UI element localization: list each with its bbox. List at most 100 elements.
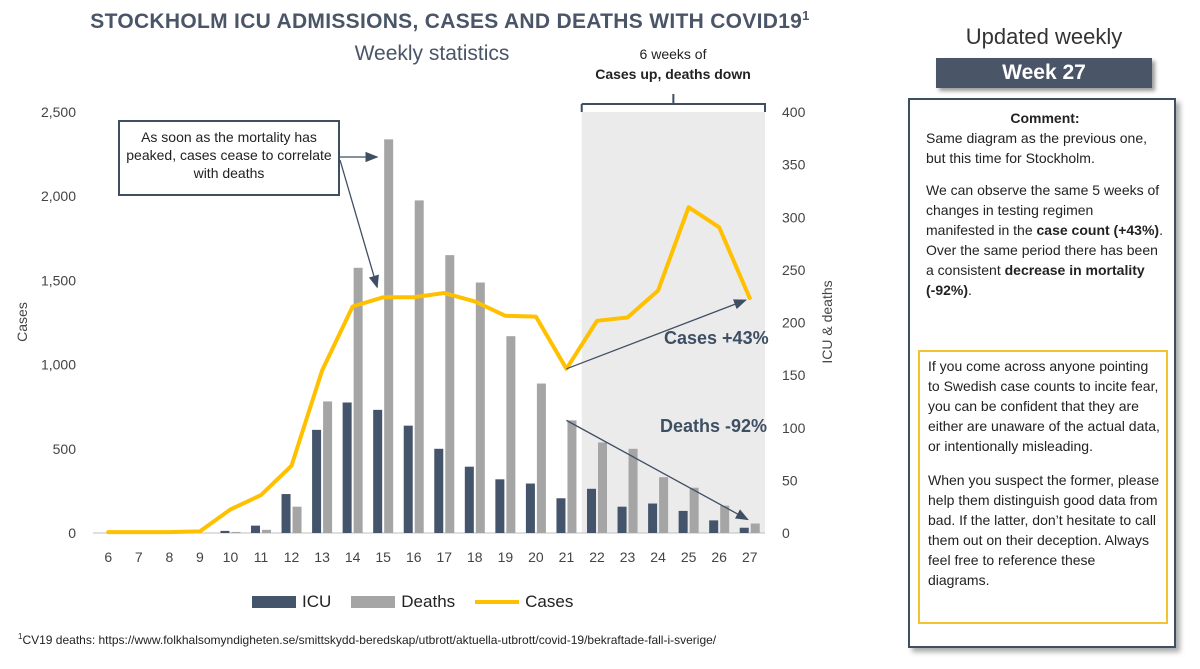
cases-line	[106, 205, 752, 535]
legend-swatch-icu	[252, 596, 296, 608]
x-tick-label: 14	[345, 549, 361, 565]
legend-label-deaths: Deaths	[401, 592, 456, 611]
warning-paragraph-1: If you come across anyone pointing to Sw…	[928, 358, 1160, 454]
deaths-bar	[231, 531, 241, 533]
deaths-bar	[414, 200, 424, 533]
warning-box: If you come across anyone pointing to Sw…	[918, 350, 1168, 624]
icu-bar	[648, 503, 658, 533]
deaths-bar	[262, 529, 271, 533]
legend-swatch-cases	[475, 600, 520, 604]
source-footnote: 1CV19 deaths: https://www.folkhalsomyndi…	[18, 632, 716, 647]
legend-item-cases: Cases	[475, 592, 573, 612]
y-left-tick-label: 500	[53, 441, 77, 457]
y-right-tick-label: 150	[782, 367, 806, 383]
shaded-period-bracket	[580, 94, 766, 112]
deaths-bar	[384, 139, 394, 534]
icu-bar	[342, 402, 352, 533]
x-tick-label: 23	[620, 549, 636, 565]
y-right-axis-title: ICU & deaths	[819, 280, 835, 363]
x-tick-label: 6	[104, 549, 112, 565]
icu-bar	[556, 498, 566, 533]
comment-p2-mortality: decrease in mortality (-92%)	[926, 262, 1145, 298]
icu-bar	[617, 506, 627, 533]
deaths-bar	[628, 448, 638, 533]
icu-bar	[678, 510, 688, 533]
y-left-tick-label: 1,500	[41, 272, 76, 288]
y-right-tick-label: 350	[782, 157, 806, 173]
title-footnote-marker: 1	[802, 8, 810, 23]
chart-title-text: STOCKHOLM ICU ADMISSIONS, CASES AND DEAT…	[90, 10, 803, 33]
deaths-bar	[536, 383, 546, 533]
updated-weekly-label: Updated weekly	[965, 24, 1123, 49]
shaded-region	[581, 112, 765, 533]
icu-bar	[464, 466, 474, 533]
comment-heading: Comment:	[1010, 110, 1080, 126]
y-right-tick-label: 200	[782, 315, 806, 331]
icu-bar	[525, 483, 535, 533]
deaths-bar	[445, 255, 455, 533]
deaths-trend-arrow	[566, 419, 749, 521]
icu-bar	[403, 425, 413, 533]
legend-swatch-deaths	[351, 596, 396, 608]
icu-bar	[739, 527, 749, 533]
deaths-bar	[506, 336, 516, 533]
y-left-axis-title: Cases	[14, 302, 30, 342]
y-left-tick-label: 1,000	[41, 357, 76, 373]
icu-bar	[251, 525, 260, 533]
comment-paragraph-1: Same diagram as the previous one, but th…	[926, 130, 1148, 166]
y-right-tick-label: 300	[782, 209, 806, 225]
deaths-bar	[292, 506, 302, 533]
y-right-tick-label: 250	[782, 262, 806, 278]
x-tick-label: 16	[406, 549, 422, 565]
x-tick-label: 26	[711, 549, 727, 565]
x-tick-label: 21	[559, 549, 575, 565]
icu-bar	[587, 488, 596, 533]
shaded-period-line2: Cases up, deaths down	[595, 66, 751, 82]
week-badge: Week 27	[936, 58, 1152, 88]
deaths-bar	[567, 420, 577, 533]
x-tick-label: 18	[467, 549, 483, 565]
icu-bar	[373, 409, 383, 533]
legend-label-icu: ICU	[302, 592, 332, 611]
legend-item-icu: ICU	[252, 592, 331, 612]
shaded-period-label: 6 weeks of Cases up, deaths down	[568, 44, 778, 84]
x-tick-label: 11	[254, 549, 269, 565]
deaths-bar	[689, 487, 699, 533]
icu-bar	[709, 520, 719, 533]
comment-panel: Comment: Same diagram as the previous on…	[908, 98, 1176, 648]
x-tick-label: 13	[314, 549, 330, 565]
x-tick-label: 8	[165, 549, 173, 565]
warning-paragraph-2: When you suspect the former, please help…	[928, 472, 1160, 588]
y-right-tick-label: 0	[782, 525, 790, 541]
icu-bar	[495, 479, 505, 533]
y-left-tick-label: 0	[68, 525, 76, 541]
x-tick-label: 12	[284, 549, 300, 565]
x-tick-label: 7	[135, 549, 143, 565]
y-right-tick-label: 100	[782, 420, 806, 436]
comment-p2-part-a: We can observe the same 5 weeks of chang…	[926, 182, 1160, 238]
x-tick-label: 19	[498, 549, 514, 565]
comment-p2-part-c: . Over the same period there has been a …	[926, 222, 1163, 278]
comment-p2-case-count: case count (+43%)	[1036, 222, 1160, 238]
x-tick-label: 17	[436, 549, 452, 565]
shaded-period-line1: 6 weeks of	[639, 46, 707, 62]
x-tick-label: 24	[650, 549, 666, 565]
x-tick-label: 22	[589, 549, 605, 565]
x-tick-label: 15	[375, 549, 391, 565]
chart-title: STOCKHOLM ICU ADMISSIONS, CASES AND DEAT…	[40, 8, 860, 34]
chart-legend: ICU Deaths Cases	[252, 590, 593, 614]
cases-trend-arrow	[566, 299, 747, 370]
deaths-bar	[475, 282, 485, 533]
footnote-text: CV19 deaths: https://www.folkhalsomyndig…	[22, 633, 717, 647]
correlation-annotation-box: As soon as the mortality has peaked, cas…	[118, 120, 340, 196]
legend-item-deaths: Deaths	[351, 592, 455, 612]
chart: 0 500 1,000 1,500 2,000 2,500 0 50 100 150 200 250 3…	[14, 94, 835, 565]
icu-bar	[434, 448, 444, 533]
deaths-bar	[353, 267, 363, 533]
icu-bar	[220, 530, 230, 533]
deaths-bar	[720, 505, 730, 533]
cases-change-label: Cases +43%	[664, 328, 769, 348]
y-right-tick-label: 400	[782, 104, 806, 120]
y-left-tick-label: 2,500	[41, 104, 76, 120]
chart-subtitle: Weekly statistics	[354, 42, 510, 65]
